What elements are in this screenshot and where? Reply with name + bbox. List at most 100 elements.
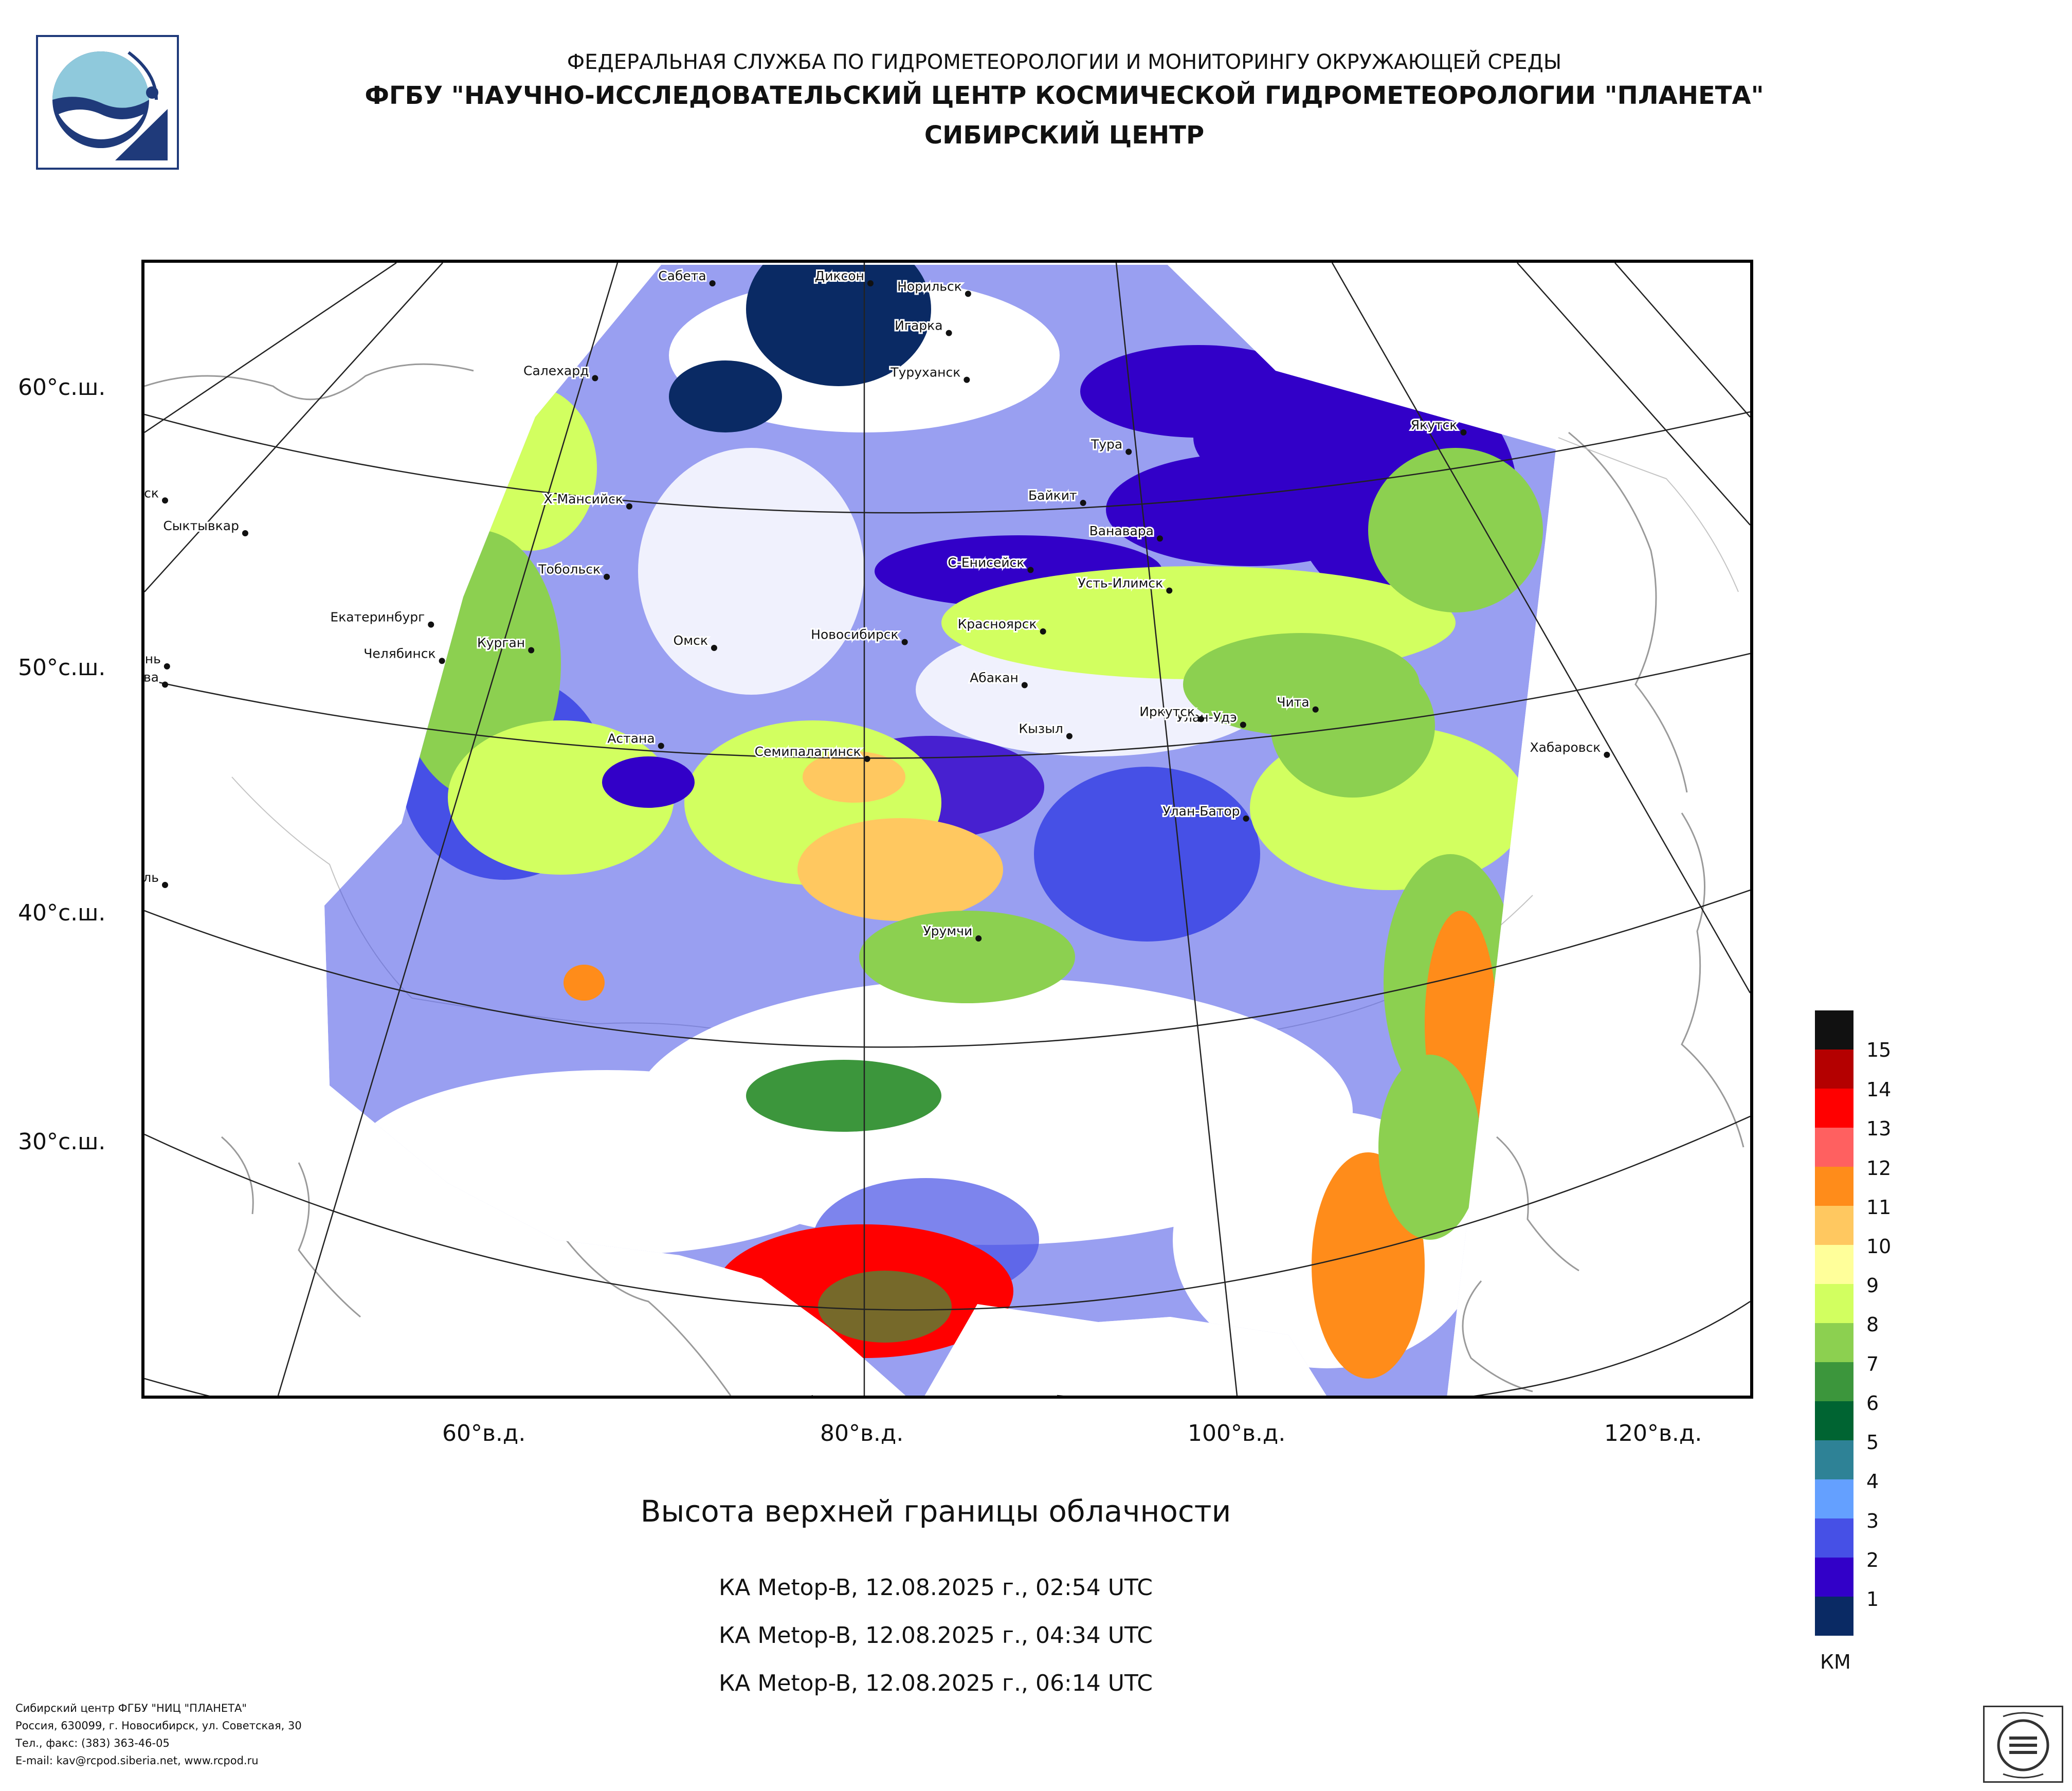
lat-label-30: 30°с.ш. <box>18 1129 106 1155</box>
legend-swatch-1 <box>1815 1597 1853 1636</box>
legend-swatch-3 <box>1815 1518 1853 1558</box>
city-label: Кызыл <box>1019 721 1063 736</box>
city-label: Москва <box>144 670 159 684</box>
city-marker <box>163 663 170 670</box>
city-label: Семипалатинск <box>755 744 861 759</box>
city-label: Байкит <box>1028 488 1077 503</box>
legend-label-1: 1 <box>1866 1588 1879 1611</box>
city-marker <box>711 644 717 651</box>
satellite-pass-3: КА Metop-B, 12.08.2025 г., 06:14 UTC <box>719 1670 1153 1696</box>
city-marker <box>1604 751 1610 758</box>
city-marker <box>162 681 168 688</box>
legend-swatch-top <box>1815 1010 1853 1050</box>
lat-label-50: 50°с.ш. <box>18 655 106 681</box>
footer-address: Россия, 630099, г. Новосибирск, ул. Сове… <box>15 1720 302 1732</box>
city-label: Абакан <box>970 670 1019 685</box>
city-label: Чита <box>1277 695 1309 710</box>
city-label: Омск <box>674 633 708 648</box>
city-marker <box>1243 815 1249 822</box>
legend-label-2: 2 <box>1866 1549 1879 1571</box>
legend-label-14: 14 <box>1866 1078 1892 1101</box>
city-label: Норильск <box>897 279 962 294</box>
city-label: Игарка <box>895 318 942 333</box>
legend-label-11: 11 <box>1866 1196 1892 1219</box>
city-label: С-Енисейск <box>948 555 1024 570</box>
iso-certificate-icon <box>1997 1712 2049 1779</box>
city-label: Хабаровск <box>1530 740 1601 755</box>
city-label: Салехард <box>523 363 589 378</box>
city-marker <box>1080 500 1086 506</box>
city-marker <box>965 291 971 297</box>
lon-label-120: 120°в.д. <box>1604 1420 1702 1446</box>
city-layer: Диксон Сабета Норильск Архангельск Игарка Сал… <box>144 267 1610 942</box>
legend-label-12: 12 <box>1866 1157 1892 1180</box>
footer-organization: Сибирский центр ФГБУ "НИЦ "ПЛАНЕТА" <box>15 1702 247 1714</box>
city-marker <box>709 280 716 286</box>
lat-label-60: 60°с.ш. <box>18 374 106 401</box>
city-marker <box>592 375 598 382</box>
city-marker <box>1066 733 1073 739</box>
city-marker <box>626 503 632 510</box>
planeta-logo-icon <box>52 51 168 160</box>
cloud-fragment <box>564 965 605 1001</box>
city-label: Курган <box>477 635 525 650</box>
map-canvas: Диксон Сабета Норильск Архангельск Игарка Сал… <box>144 263 1750 1396</box>
city-label: Х-Мансийск <box>543 492 623 506</box>
city-label: Новосибирск <box>811 627 899 642</box>
city-marker <box>439 658 445 664</box>
legend-swatch-7 <box>1815 1362 1853 1401</box>
legend-swatch-5 <box>1815 1440 1853 1479</box>
city-marker <box>162 882 168 888</box>
legend-label-15: 15 <box>1866 1039 1892 1061</box>
city-marker <box>1198 716 1205 722</box>
map-title: Высота верхней границы облачности <box>640 1494 1231 1529</box>
city-label: Тура <box>1090 437 1122 452</box>
city-label: Ванавара <box>1089 523 1154 538</box>
legend-swatch-13 <box>1815 1128 1853 1167</box>
city-marker <box>864 755 870 762</box>
footer-phone: Тел., факс: (383) 363-46-05 <box>15 1737 170 1749</box>
graticule <box>144 263 1750 1396</box>
contact-footer: Сибирский центр ФГБУ "НИЦ "ПЛАНЕТА" Росс… <box>15 1699 302 1769</box>
city-marker <box>901 639 908 645</box>
city-label: Туруханск <box>890 365 960 380</box>
city-marker <box>242 530 248 537</box>
legend-label-13: 13 <box>1866 1117 1892 1140</box>
city-marker <box>1021 682 1028 689</box>
city-label: Красноярск <box>958 617 1037 631</box>
header-center: СИБИРСКИЙ ЦЕНТР <box>924 121 1205 150</box>
iso-certificate-badge <box>1983 1706 2063 1783</box>
city-label: Архангельск <box>144 485 159 500</box>
legend-swatch-4 <box>1815 1479 1853 1518</box>
legend-swatch-14 <box>1815 1089 1853 1128</box>
city-label: Иркутск <box>1139 704 1195 719</box>
lat-label-40: 40°с.ш. <box>18 900 106 926</box>
city-label: Тобольск <box>538 562 601 577</box>
city-marker <box>975 935 982 942</box>
legend-swatch-2 <box>1815 1558 1853 1597</box>
legend-swatch-8 <box>1815 1323 1853 1362</box>
lon-label-100: 100°в.д. <box>1188 1420 1286 1446</box>
lon-label-80: 80°в.д. <box>820 1420 904 1446</box>
city-marker <box>528 647 535 654</box>
cloud-top-height-map: Диксон Сабета Норильск Архангельск Игарка Сал… <box>141 260 1753 1399</box>
legend-swatch-12 <box>1815 1167 1853 1206</box>
legend-label-4: 4 <box>1866 1470 1879 1493</box>
base-geography <box>144 363 1744 1396</box>
legend-label-10: 10 <box>1866 1235 1892 1258</box>
legend-unit: КМ <box>1820 1651 1851 1673</box>
satellite-pass-1: КА Metop-B, 12.08.2025 г., 02:54 UTC <box>719 1575 1153 1601</box>
city-marker <box>1027 567 1034 573</box>
footer-email: E-mail: kav@rcpod.siberia.net, www.rcpod… <box>15 1754 259 1767</box>
city-marker <box>1156 535 1163 542</box>
city-label: Диксон <box>815 268 864 283</box>
legend-label-9: 9 <box>1866 1274 1879 1297</box>
city-label: Сыктывкар <box>163 518 239 533</box>
city-marker <box>1125 448 1132 455</box>
city-marker <box>964 376 970 383</box>
legend-label-8: 8 <box>1866 1313 1879 1336</box>
legend-swatch-6 <box>1815 1401 1853 1440</box>
city-label: Якутск <box>1411 418 1458 432</box>
legend-label-7: 7 <box>1866 1353 1879 1376</box>
city-marker <box>946 330 952 336</box>
